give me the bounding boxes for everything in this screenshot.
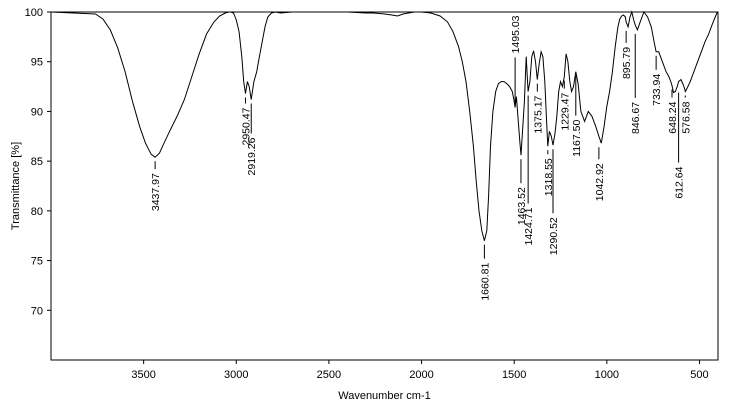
- peak-label: 733.94: [651, 74, 663, 106]
- peak-label: 1495.03: [510, 15, 522, 53]
- x-tick-label: 3000: [224, 369, 248, 381]
- peak-label: 1229.47: [559, 92, 571, 130]
- peak-label: 846.67: [630, 102, 642, 134]
- peak-label: 1290.52: [548, 217, 560, 255]
- y-axis-title: Transmittance [%]: [10, 142, 22, 230]
- x-tick-label: 500: [690, 369, 708, 381]
- y-tick-label: 90: [31, 106, 43, 118]
- x-axis-title: Wavenumber cm-1: [338, 390, 431, 402]
- peak-label: 1318.55: [543, 158, 555, 196]
- peak-label: 1463.52: [516, 187, 528, 225]
- x-tick-label: 3500: [131, 369, 155, 381]
- y-tick-label: 100: [25, 7, 43, 19]
- y-tick-label: 70: [31, 305, 43, 317]
- x-tick-label: 1500: [502, 369, 526, 381]
- peak-label: 895.79: [621, 47, 633, 79]
- x-axis: 3500 3000 2500 2000 1500 1000 500: [131, 360, 709, 381]
- peak-label: 648.24: [667, 101, 679, 133]
- peak-label: 1042.92: [594, 163, 606, 201]
- plot-frame: [50, 11, 719, 361]
- y-axis: 70 75 80 85 90 95 100: [25, 7, 51, 317]
- x-tick-label: 1000: [595, 369, 619, 381]
- peak-label: 2950.47: [240, 107, 252, 145]
- peak-label: 1167.50: [571, 120, 583, 157]
- peak-label: 576.58: [680, 101, 692, 133]
- peak-label: 1375.17: [532, 95, 544, 133]
- x-tick-label: 2000: [409, 369, 433, 381]
- peak-label: 1424.71: [523, 207, 535, 245]
- y-tick-label: 85: [31, 156, 43, 168]
- y-tick-label: 80: [31, 206, 43, 218]
- peak-label: 612.64: [674, 166, 686, 198]
- spectrum-line: [51, 10, 718, 241]
- y-tick-label: 75: [31, 256, 43, 268]
- x-tick-label: 2500: [317, 369, 341, 381]
- peak-label: 2919.26: [246, 137, 258, 175]
- y-tick-label: 95: [31, 57, 43, 69]
- peak-label: 3437.97: [150, 173, 162, 211]
- peak-label: 1660.81: [479, 263, 491, 301]
